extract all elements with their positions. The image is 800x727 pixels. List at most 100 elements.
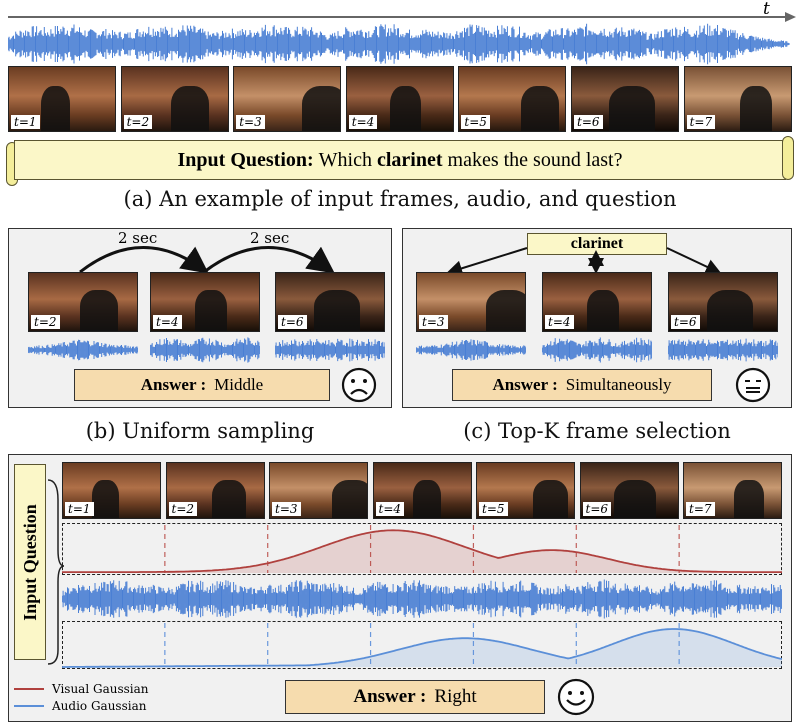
answer-label: Answer : xyxy=(353,686,427,707)
video-frame: t=2 xyxy=(165,462,265,519)
gaussian-line xyxy=(62,628,782,668)
frame-time-tag: t=2 xyxy=(31,315,60,329)
side-label: Input Question xyxy=(19,503,40,621)
performer-silhouette xyxy=(390,86,421,131)
waveform-trace xyxy=(416,339,526,361)
keyword-scroll: clarinet xyxy=(527,233,667,255)
time-axis-label: t xyxy=(763,0,770,19)
performer-silhouette xyxy=(614,479,657,518)
answer-label: Answer : xyxy=(492,375,558,394)
side-bracket xyxy=(47,479,65,665)
answer-value: Simultaneously xyxy=(565,375,672,394)
frame-time-tag: t=4 xyxy=(348,115,378,129)
keyword-arrows xyxy=(446,247,722,277)
video-frame: t=4 xyxy=(150,272,260,332)
gaussian-area xyxy=(62,629,782,667)
performer-silhouette xyxy=(332,479,367,518)
frame-time-tag: t=3 xyxy=(272,502,301,516)
answer-label: Answer : xyxy=(140,375,207,394)
video-frame: t=4 xyxy=(345,66,454,132)
question-text-before: Which xyxy=(318,148,372,171)
video-frame: t=5 xyxy=(476,462,575,519)
video-frame: t=4 xyxy=(372,462,472,519)
video-frame: t=6 xyxy=(275,272,385,332)
frame-time-tag: t=3 xyxy=(419,315,448,329)
video-frame: t=6 xyxy=(668,272,778,332)
answer-value: Right xyxy=(434,686,477,707)
video-frame: t=5 xyxy=(458,66,567,132)
frame-time-tag: t=6 xyxy=(582,502,612,516)
frame-time-tag: t=4 xyxy=(545,315,574,329)
interval-label-2: 2 sec xyxy=(250,229,290,247)
video-frame: t=3 xyxy=(416,272,526,332)
audio-gaussian-curve xyxy=(62,623,782,668)
visual-gaussian-curve xyxy=(62,525,782,573)
input-question-side-scroll: Input Question xyxy=(14,464,46,660)
question-scroll-right-curl xyxy=(782,136,794,180)
video-frame: t=1 xyxy=(62,462,161,519)
interval-arc xyxy=(79,246,209,274)
performer-silhouette xyxy=(195,290,227,331)
waveform-trace xyxy=(542,337,652,363)
frame-time-tag: t=4 xyxy=(153,315,182,329)
waveform-trace xyxy=(150,337,260,363)
video-frame: t=6 xyxy=(579,462,679,519)
frame-time-tag: t=4 xyxy=(375,502,405,516)
waveform-trace xyxy=(668,338,778,362)
performer-silhouette xyxy=(587,290,619,331)
answer-box-gaussian: Answer : Right xyxy=(285,680,545,714)
audio-gaussian-box xyxy=(62,621,782,669)
caption-a: (a) An example of input frames, audio, a… xyxy=(123,187,677,211)
answer-value: Middle xyxy=(214,375,264,394)
waveform-trace xyxy=(8,23,790,65)
video-frame: t=7 xyxy=(683,66,792,132)
frame-time-tag: t=7 xyxy=(686,502,715,516)
question-text-after: makes the sound last? xyxy=(447,148,623,171)
video-frame: t=2 xyxy=(120,66,229,132)
caption-b: (b) Uniform sampling xyxy=(85,419,315,443)
audio-clip-waveform xyxy=(542,337,652,363)
frame-time-tag: t=2 xyxy=(123,115,153,129)
performer-silhouette xyxy=(486,290,525,331)
gaussian-line xyxy=(62,529,782,573)
waveform-trace xyxy=(275,338,385,362)
answer-box-uniform: Answer : Middle xyxy=(74,369,330,401)
performer-silhouette xyxy=(413,479,442,518)
frame-time-tag: t=6 xyxy=(278,315,307,329)
legend-visual: Visual Gaussian xyxy=(14,680,149,697)
waveform-trace xyxy=(28,339,138,361)
frame-time-tag: t=5 xyxy=(479,502,508,516)
frame-time-tag: t=6 xyxy=(574,115,603,129)
performer-silhouette xyxy=(520,86,560,131)
audio-waveform xyxy=(62,579,782,619)
answer-box-topk: Answer : Simultaneously xyxy=(452,369,712,401)
video-frame: t=3 xyxy=(233,66,342,132)
legend-swatch-audio xyxy=(14,704,44,707)
waveform-trace xyxy=(62,579,782,619)
neutral-face-icon xyxy=(735,367,771,403)
audio-clip-waveform xyxy=(28,339,138,361)
performer-silhouette xyxy=(302,86,341,131)
legend-visual-label: Visual Gaussian xyxy=(52,681,149,696)
performer-silhouette xyxy=(171,86,209,131)
question-prefix: Input Question: xyxy=(177,148,314,171)
video-frame: t=1 xyxy=(8,66,116,132)
performer-silhouette xyxy=(609,86,655,131)
interval-label-1: 2 sec xyxy=(118,229,158,247)
performer-silhouette xyxy=(706,290,754,331)
performer-silhouette xyxy=(739,86,772,131)
legend-audio-label: Audio Gaussian xyxy=(52,698,147,713)
frame-time-tag: t=5 xyxy=(461,115,490,129)
performer-silhouette xyxy=(92,479,120,518)
audio-clip-waveform xyxy=(416,339,526,361)
video-frame: t=3 xyxy=(269,462,368,519)
frame-time-tag: t=7 xyxy=(686,115,716,129)
audio-clip-waveform xyxy=(668,338,778,362)
input-question-scroll: Input Question: Which clarinet makes the… xyxy=(14,140,786,180)
video-frame: t=6 xyxy=(571,66,679,132)
video-frame: t=2 xyxy=(28,272,138,332)
sad-face-icon xyxy=(341,367,377,403)
frame-time-tag: t=3 xyxy=(236,115,265,129)
caption-c: (c) Top-K frame selection xyxy=(463,419,731,443)
question-keyword: clarinet xyxy=(376,148,443,171)
